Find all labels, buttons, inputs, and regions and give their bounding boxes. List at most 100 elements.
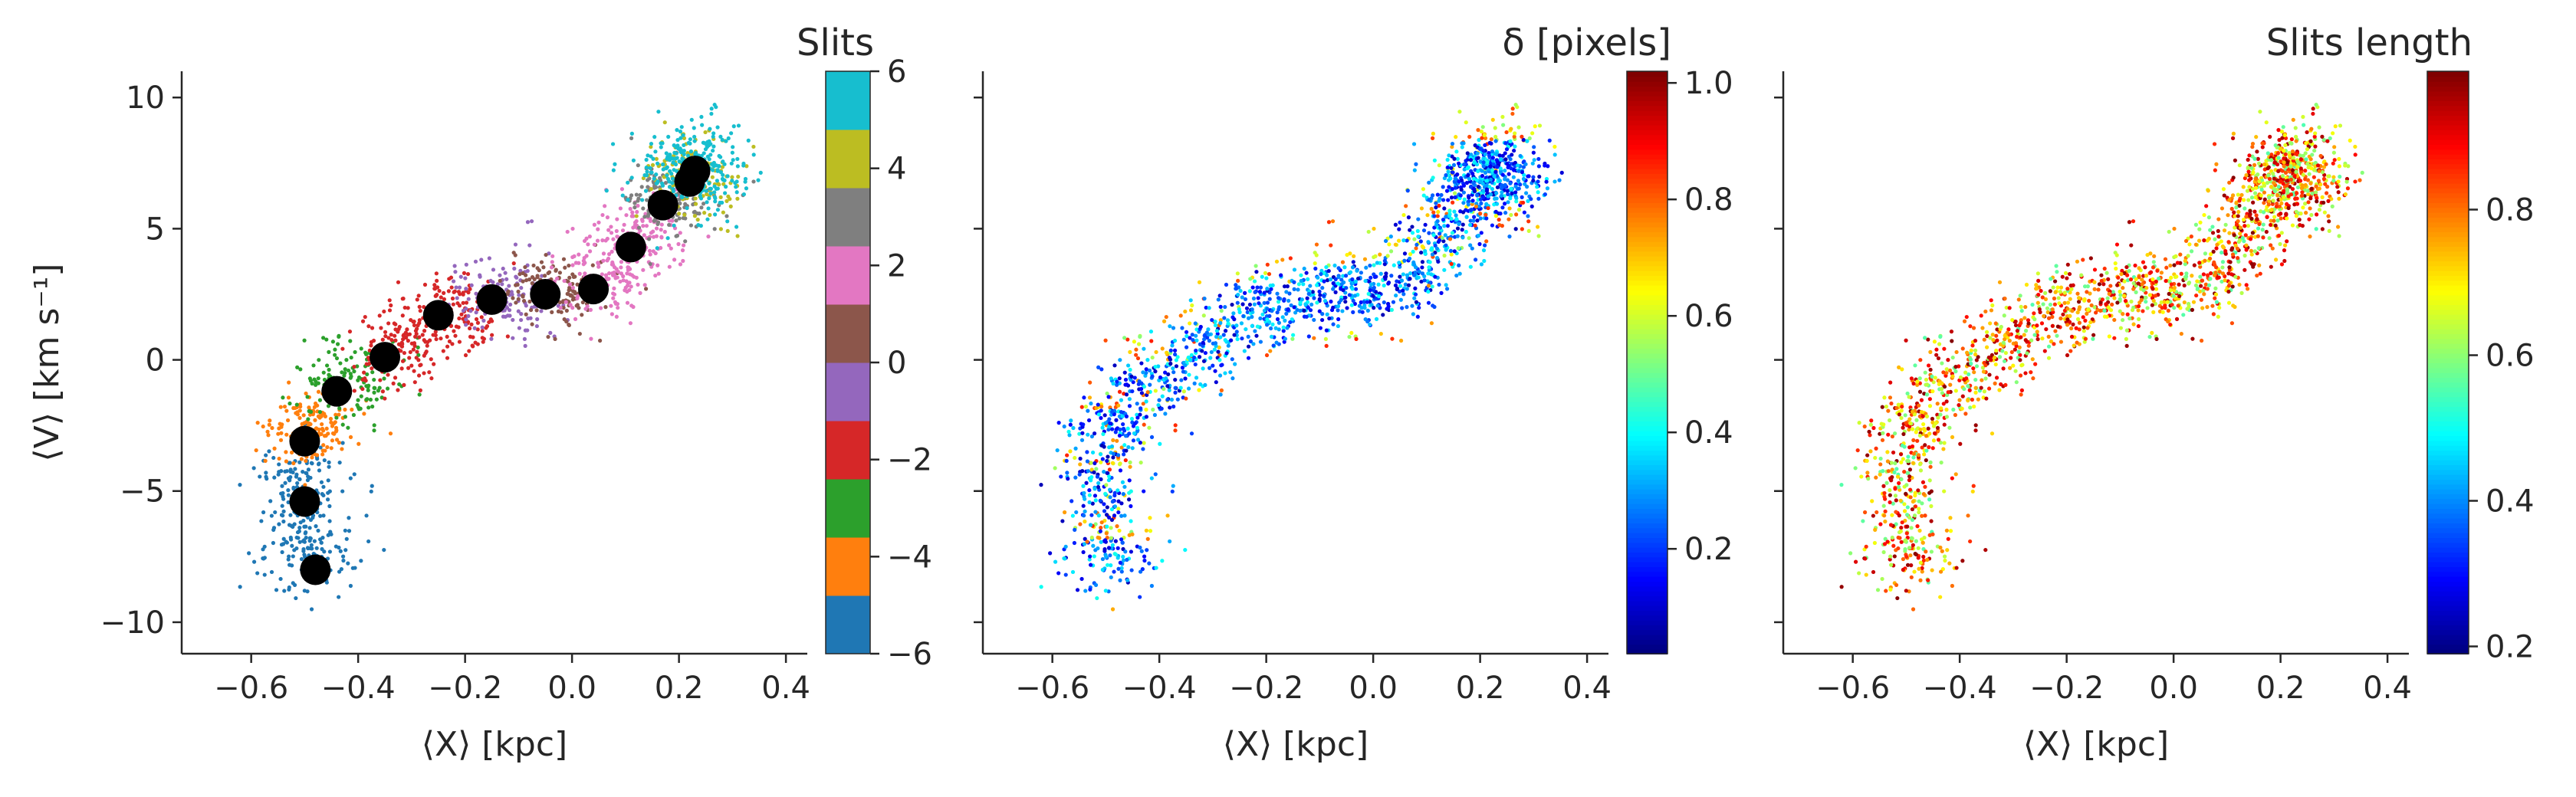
scatter-point bbox=[1389, 274, 1394, 278]
scatter-point bbox=[1340, 309, 1345, 313]
scatter-point bbox=[1122, 370, 1127, 375]
scatter-point bbox=[1417, 305, 1421, 310]
scatter-point bbox=[670, 218, 675, 223]
scatter-point bbox=[516, 297, 521, 301]
scatter-point bbox=[286, 493, 291, 497]
scatter-point bbox=[337, 412, 341, 417]
scatter-point bbox=[2083, 336, 2088, 341]
scatter-point bbox=[389, 338, 394, 343]
scatter-point bbox=[1085, 540, 1089, 544]
scatter-point bbox=[1214, 329, 1220, 333]
scatter-point bbox=[356, 398, 360, 402]
scatter-point bbox=[505, 291, 510, 297]
scatter-point bbox=[584, 254, 589, 258]
scatter-point bbox=[1543, 192, 1547, 197]
scatter-point bbox=[1162, 386, 1166, 392]
scatter-point bbox=[1230, 357, 1234, 362]
scatter-point bbox=[1894, 467, 1899, 471]
scatter-point bbox=[1503, 211, 1508, 215]
scatter-point bbox=[327, 367, 331, 372]
scatter-point bbox=[1331, 322, 1336, 326]
scatter-point bbox=[675, 233, 680, 238]
scatter-point bbox=[327, 464, 331, 469]
scatter-point bbox=[1254, 333, 1259, 338]
scatter-point bbox=[1939, 406, 1944, 411]
scatter-point bbox=[1393, 242, 1398, 247]
scatter-point bbox=[1513, 131, 1517, 136]
scatter-point bbox=[1467, 236, 1471, 241]
colorbar-segment bbox=[826, 479, 870, 538]
colorbar-segment bbox=[1627, 105, 1668, 111]
scatter-point bbox=[1893, 494, 1898, 498]
scatter-point bbox=[1954, 566, 1959, 570]
scatter-point bbox=[383, 330, 388, 334]
scatter-point bbox=[1089, 401, 1093, 406]
scatter-point bbox=[422, 371, 426, 376]
scatter-point bbox=[299, 556, 304, 562]
colorbar-segment bbox=[1627, 343, 1668, 349]
scatter-point bbox=[1993, 362, 1998, 367]
scatter-point bbox=[1354, 336, 1359, 341]
scatter-point bbox=[532, 277, 537, 282]
scatter-point bbox=[1232, 333, 1237, 337]
scatter-point bbox=[1172, 338, 1178, 343]
scatter-point bbox=[550, 260, 554, 264]
scatter-point bbox=[1907, 467, 1913, 472]
scatter-point bbox=[1129, 416, 1135, 421]
scatter-point bbox=[1298, 308, 1303, 313]
scatter-point bbox=[1296, 287, 1300, 292]
scatter-point bbox=[1448, 248, 1454, 254]
colorbar-segment bbox=[826, 246, 870, 305]
scatter-point bbox=[1509, 212, 1513, 218]
scatter-point bbox=[330, 339, 336, 344]
scatter-point bbox=[238, 483, 242, 487]
scatter-point bbox=[1457, 110, 1462, 114]
scatter-point bbox=[1930, 389, 1935, 394]
scatter-point bbox=[1085, 459, 1089, 464]
scatter-point bbox=[721, 210, 725, 215]
colorbar-segment bbox=[1627, 134, 1668, 140]
colorbar-segment bbox=[1627, 149, 1668, 155]
scatter-point bbox=[1292, 280, 1296, 284]
scatter-point bbox=[427, 370, 432, 375]
scatter-point bbox=[362, 412, 366, 416]
scatter-point bbox=[1171, 484, 1175, 488]
scatter-point bbox=[2022, 316, 2027, 320]
scatter-point bbox=[718, 134, 723, 139]
scatter-point bbox=[1460, 235, 1465, 240]
scatter-point bbox=[1918, 427, 1923, 432]
scatter-point bbox=[1513, 227, 1518, 231]
scatter-point bbox=[327, 549, 333, 554]
scatter-point bbox=[272, 446, 277, 451]
scatter-point bbox=[1434, 205, 1438, 210]
scatter-point bbox=[1917, 499, 1921, 503]
scatter-point bbox=[1238, 288, 1243, 294]
scatter-point bbox=[1394, 293, 1398, 298]
scatter-point bbox=[301, 413, 306, 418]
scatter-point bbox=[305, 395, 310, 399]
scatter-point bbox=[2018, 373, 2023, 378]
scatter-point bbox=[1942, 422, 1947, 427]
scatter-point bbox=[707, 196, 711, 201]
scatter-point bbox=[648, 216, 652, 221]
scatter-point bbox=[371, 338, 376, 343]
scatter-point bbox=[2001, 340, 2006, 345]
scatter-point bbox=[2003, 382, 2008, 388]
scatter-point bbox=[1201, 340, 1205, 345]
scatter-point bbox=[344, 536, 349, 541]
scatter-point bbox=[2034, 283, 2039, 287]
scatter-point bbox=[439, 336, 443, 341]
scatter-point bbox=[1983, 547, 1988, 553]
scatter-point bbox=[1192, 381, 1197, 385]
scatter-point bbox=[465, 271, 471, 277]
scatter-point bbox=[1949, 330, 1954, 334]
scatter-point bbox=[1109, 536, 1114, 540]
scatter-point bbox=[1494, 202, 1500, 206]
scatter-point bbox=[1352, 294, 1358, 298]
scatter-point bbox=[708, 186, 712, 191]
scatter-point bbox=[1904, 491, 1908, 496]
slit-centroid bbox=[300, 554, 331, 585]
scatter-point bbox=[549, 265, 554, 270]
scatter-point bbox=[1467, 195, 1471, 200]
scatter-point bbox=[327, 460, 331, 464]
